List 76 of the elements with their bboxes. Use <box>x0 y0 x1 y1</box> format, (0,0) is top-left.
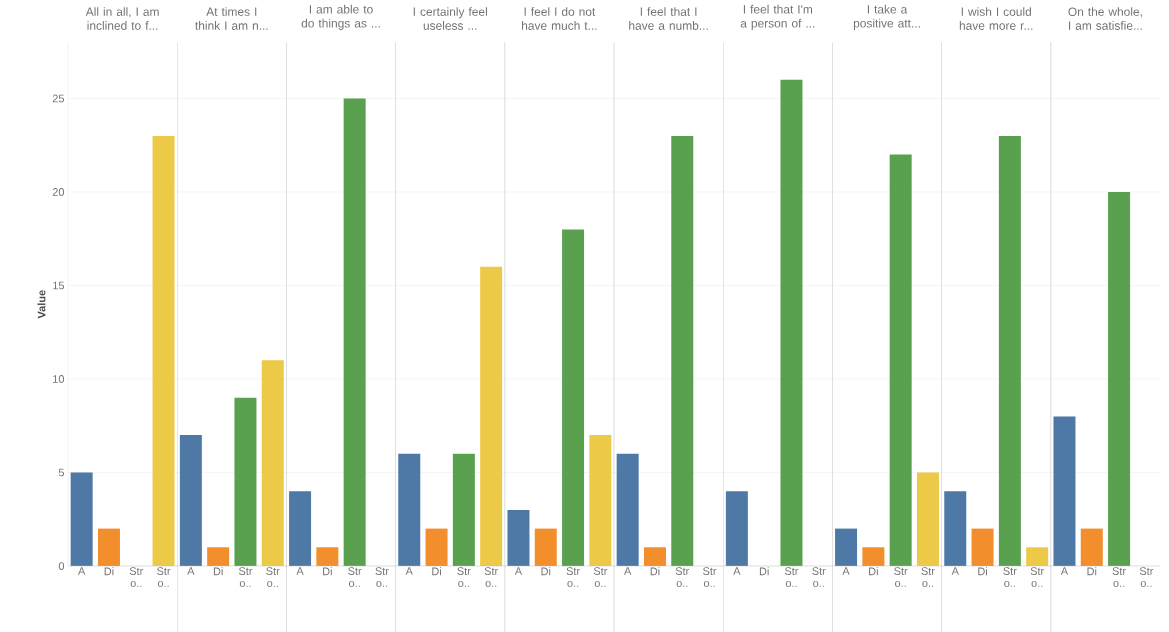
x-tick-label: Di <box>541 567 551 576</box>
x-tick-label: A <box>842 567 850 575</box>
bar <box>562 229 585 566</box>
x-tick-label: A <box>733 567 741 575</box>
chart-title: At times I think I am n... <box>195 7 268 30</box>
bar <box>152 135 175 566</box>
chart-title: I am able to do things as ... <box>301 4 380 30</box>
x-tick-label: A <box>951 567 959 575</box>
chart-title: I certainly feel useless ... <box>413 7 487 30</box>
chart-title: On the whole, I am satisfie... <box>1068 7 1142 30</box>
bar <box>971 528 994 566</box>
y-tick-label: 20 <box>52 188 65 196</box>
x-tick-label: Di <box>978 567 988 576</box>
x-tick-label: Di <box>432 567 441 576</box>
bar <box>589 435 612 566</box>
chart-title: I feel that I'm a person of ... <box>740 4 815 30</box>
bar <box>507 509 530 566</box>
chart-title: I feel that I have a numb... <box>629 7 708 30</box>
x-tick-label: A <box>187 567 195 575</box>
x-tick-label: Di <box>1087 567 1097 576</box>
x-tick-label: Di <box>869 567 878 576</box>
y-tick-label: 5 <box>58 468 65 477</box>
x-tick-label: Str o.. <box>457 567 471 587</box>
x-tick-label: Str o.. <box>703 567 717 587</box>
x-tick-label: Di <box>759 567 769 576</box>
x-tick-label: Str o.. <box>484 567 498 587</box>
x-tick-label: Str o.. <box>266 567 280 587</box>
x-tick-label: Str o.. <box>675 567 690 587</box>
y-tick-label: 15 <box>53 281 65 290</box>
chart-title: I wish I could have more r... <box>959 7 1033 30</box>
x-tick-label: Di <box>104 567 114 576</box>
x-tick-label: A <box>296 567 304 575</box>
bar <box>179 435 202 566</box>
x-tick-label: Str o.. <box>1030 567 1044 587</box>
x-tick-label: Str o.. <box>129 567 144 587</box>
x-tick-label: Str o.. <box>593 567 608 587</box>
x-tick-label: Str o.. <box>921 567 935 587</box>
y-tick-label: 10 <box>53 375 65 383</box>
bar <box>234 397 257 566</box>
x-tick-label: Str o.. <box>894 567 908 587</box>
x-tick-label: Str o.. <box>1139 567 1154 587</box>
bar <box>97 528 120 566</box>
x-tick-label: Str o.. <box>566 567 580 587</box>
x-tick-label: Str o.. <box>784 567 799 587</box>
x-tick-label: A <box>1060 567 1069 575</box>
x-tick-label: A <box>405 567 413 575</box>
x-tick-label: Di <box>213 567 223 576</box>
bar <box>998 135 1021 566</box>
bar <box>261 360 284 566</box>
x-tick-label: Str o.. <box>348 567 362 587</box>
x-tick-label: Str o.. <box>238 567 253 587</box>
x-tick-label: A <box>624 567 632 575</box>
x-tick-label: Str o.. <box>1112 567 1126 587</box>
bar <box>835 528 858 566</box>
x-tick-label: Di <box>323 567 332 576</box>
bar <box>1026 547 1049 566</box>
chart-title: I take a positive att... <box>853 4 920 30</box>
chart-title: All in all, I am inclined to f... <box>85 7 159 30</box>
x-tick-label: Di <box>650 567 660 576</box>
y-tick-label: 25 <box>52 94 65 103</box>
bar <box>207 547 230 566</box>
chart-title: I feel I do not have much t... <box>522 7 597 30</box>
bar <box>944 491 967 566</box>
bar <box>534 528 557 566</box>
bar <box>862 547 885 566</box>
x-tick-label: Str o.. <box>375 567 389 587</box>
bar <box>889 154 912 566</box>
bar <box>70 472 93 566</box>
x-tick-label: Str o.. <box>157 567 171 587</box>
x-tick-label: A <box>78 567 86 575</box>
x-tick-label: A <box>514 567 523 575</box>
y-tick-label: 0 <box>58 562 65 570</box>
x-tick-label: Str o.. <box>812 567 826 587</box>
y-axis-title: Value <box>37 290 46 319</box>
x-tick-label: Str o.. <box>1003 567 1017 587</box>
bar <box>916 472 939 566</box>
